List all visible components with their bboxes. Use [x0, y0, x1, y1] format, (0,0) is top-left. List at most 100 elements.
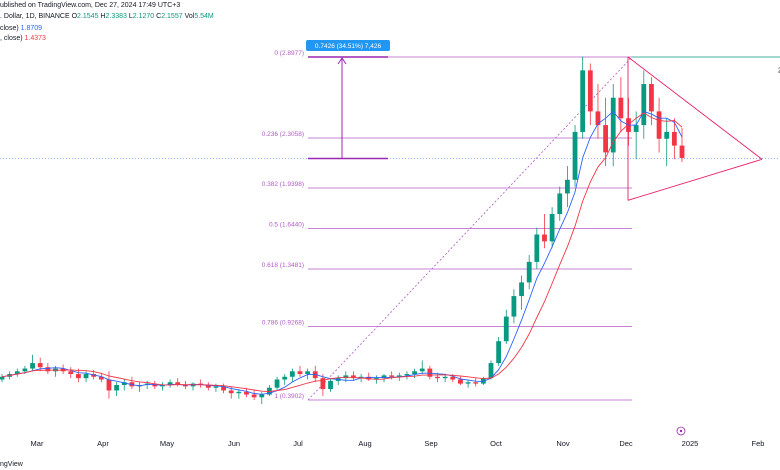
candle-body-24: [182, 384, 188, 387]
candle-body-32: [244, 391, 249, 395]
close-label: C: [156, 13, 162, 20]
candle-body-3: [22, 368, 28, 372]
moving-averages: [1, 110, 683, 395]
fib-retracement[interactable]: 0 (2.8977) 0.236 (2.3058) 0.382 (1.9398) 0.…: [262, 50, 633, 401]
candle-body-27: [205, 384, 211, 388]
time-axis: Mar Apr May Jun Jul Aug Sep Oct Nov Dec 2025 Feb: [31, 426, 764, 448]
candle-body-12: [91, 374, 97, 377]
candle-body-15: [114, 384, 120, 391]
candle-body-9: [68, 371, 74, 375]
triangle-upper-line: [627, 56, 763, 160]
candle-body-77: [587, 70, 593, 112]
price-axis: 2.8: [778, 67, 780, 74]
fib-trendline: [307, 56, 633, 401]
candle-body-63: [480, 378, 486, 384]
ma-slow-legend: , close) 1.4373: [0, 34, 46, 43]
candle-body-31: [236, 391, 242, 394]
measure-arrow-head: [337, 57, 347, 65]
x-tick-7: Oct: [490, 439, 503, 448]
candle-body-10: [76, 374, 81, 379]
candle-body-68: [519, 282, 524, 297]
candle-body-78: [595, 111, 601, 126]
symmetric-triangle[interactable]: [0, 56, 780, 201]
candle-body-71: [542, 234, 547, 242]
candle-body-72: [549, 213, 555, 242]
candle-body-55: [419, 368, 425, 372]
candle-body-86: [656, 111, 662, 139]
candle-body-43: [328, 380, 333, 390]
high-value: 2.3383: [105, 13, 127, 20]
candle-body-75: [572, 131, 578, 180]
candle-body-52: [396, 375, 402, 377]
candle-body-42: [320, 378, 326, 390]
candle-body-2: [14, 371, 20, 375]
candle-body-87: [664, 131, 670, 139]
symbol-label: . Dollar, 1D, BINANCE: [0, 13, 70, 20]
ohlc-legend: . Dollar, 1D, BINANCE O2.1545 H2.3383 L2…: [0, 12, 214, 21]
published-caption: ublished on TradingView.com, Dec 27, 202…: [0, 2, 181, 9]
candle-body-80: [610, 97, 616, 153]
candle-body-6: [45, 367, 51, 372]
candle-body-88: [671, 131, 677, 146]
candle-body-83: [633, 125, 639, 132]
candle-body-40: [305, 371, 311, 375]
candle-body-5: [37, 363, 43, 368]
ma-fast-line: [1, 110, 683, 395]
candle-body-50: [381, 375, 387, 379]
x-tick-8: Nov: [556, 439, 570, 448]
volume-label: Vol: [184, 13, 195, 20]
candle-body-58: [442, 376, 448, 379]
fib-label-0: 0 (2.8977): [274, 50, 304, 57]
ma-slow-value: 1.4373: [24, 35, 46, 42]
x-tick-10: 2025: [682, 439, 699, 448]
event-marker-icon: [676, 426, 686, 436]
fib-label-5: 0.786 (0.9268): [262, 320, 304, 327]
x-tick-6: Sep: [424, 439, 437, 448]
candle-body-62: [473, 382, 479, 384]
candle-body-85: [649, 84, 654, 112]
low-value: 2.1270: [132, 13, 155, 20]
candle-body-29: [221, 386, 226, 391]
candle-body-36: [274, 379, 280, 388]
candle-body-14: [106, 379, 112, 391]
ma-slow-line: [1, 112, 683, 392]
candle-body-39: [297, 371, 303, 375]
event-marker-dot: [679, 429, 683, 433]
candle-body-54: [412, 371, 417, 375]
candle-body-13: [98, 376, 104, 380]
candle-body-30: [228, 390, 234, 394]
triangle-lower-line: [627, 158, 763, 201]
candle-body-51: [389, 375, 395, 377]
candle-body-0: [0, 376, 5, 380]
x-tick-4: Jul: [293, 439, 303, 448]
x-tick-1: Apr: [97, 439, 109, 448]
candle-body-33: [251, 394, 257, 398]
footer-brand: ngView: [0, 461, 23, 468]
fib-label-6: 1 (0.3902): [274, 393, 304, 400]
ma-slow-label: , close): [0, 35, 23, 42]
x-tick-2: May: [160, 439, 174, 448]
candle-body-46: [351, 375, 356, 379]
price-tick-0: 2.8: [778, 67, 780, 74]
close-value: 2.1557: [161, 13, 183, 20]
candle-body-65: [496, 341, 502, 364]
fib-label-4: 0.618 (1.3481): [262, 262, 304, 269]
candle-body-60: [458, 379, 463, 384]
candle-body-23: [175, 382, 181, 385]
low-label: L: [128, 13, 133, 20]
candle-body-73: [557, 193, 563, 214]
candle-body-34: [259, 394, 265, 398]
candle-body-38: [289, 371, 295, 377]
candle-body-66: [503, 316, 509, 342]
candle-body-61: [465, 382, 471, 384]
price-range-measure[interactable]: 0.7426 (34.51%) 7,426: [306, 40, 390, 160]
measure-badge-text: 0.7426 (34.51%) 7,426: [315, 43, 382, 50]
ma-fast-value: 1.8709: [20, 25, 43, 32]
x-tick-9: Dec: [619, 439, 633, 448]
open-label: O: [71, 13, 78, 20]
volume-value: 5.54M: [194, 13, 214, 20]
ma-fast-label: close): [0, 25, 19, 32]
candle-body-53: [404, 374, 410, 376]
candle-body-28: [213, 386, 219, 388]
